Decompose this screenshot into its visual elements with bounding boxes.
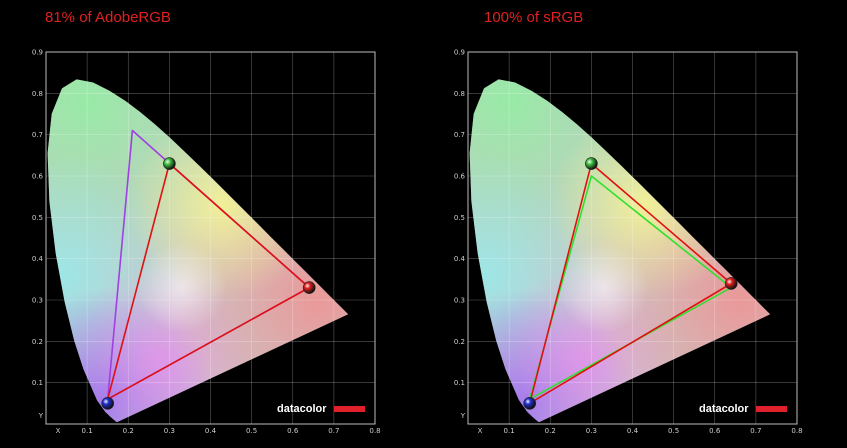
y-tick-label: 0.5 [454,214,465,222]
x-tick-label: 0.2 [123,427,134,435]
y-axis-label: Y [460,412,466,420]
y-tick-label: 0.9 [454,49,465,57]
x-tick-label: 0.1 [504,427,515,435]
y-tick-label: 0.1 [454,379,465,387]
y-tick-label: 0.5 [32,214,43,222]
x-tick-label: 0.7 [750,427,761,435]
y-tick-label: 0.9 [32,49,43,57]
x-tick-label: 0.7 [328,427,339,435]
x-tick-label: 0.2 [545,427,556,435]
primary-marker [101,397,114,410]
x-tick-label: 0.4 [205,427,217,435]
plot-frame [45,51,376,425]
y-tick-label: 0.2 [454,338,465,346]
y-tick-label: 0.3 [454,297,465,305]
y-tick-label: 0.6 [32,173,44,181]
y-tick-label: 0.2 [32,338,43,346]
datacolor-logo: datacolor [699,403,749,415]
plot-frame [467,51,798,425]
x-tick-label: 0.8 [369,427,380,435]
x-tick-label: 0.5 [668,427,679,435]
x-axis-label: X [56,427,61,435]
primary-marker [585,157,598,170]
primary-marker [523,397,536,410]
datacolor-logo-bar [334,406,365,412]
x-tick-label: 0.1 [82,427,93,435]
gamut-triangle [106,162,311,401]
y-tick-label: 0.7 [454,131,465,139]
x-tick-label: 0.6 [709,427,721,435]
x-tick-label: 0.5 [246,427,257,435]
y-tick-label: 0.8 [32,90,43,98]
x-axis-label: X [478,427,483,435]
y-tick-label: 0.4 [32,255,44,263]
chart-title: 81% of AdobeRGB [45,9,171,26]
y-tick-label: 0.8 [454,90,465,98]
x-tick-label: 0.6 [287,427,299,435]
y-tick-label: 0.4 [454,255,466,263]
datacolor-logo: datacolor [277,403,327,415]
datacolor-logo-bar [756,406,787,412]
x-tick-label: 0.3 [164,427,175,435]
chart-title: 100% of sRGB [484,9,584,26]
gamut-triangle [528,162,733,405]
grid [46,52,375,424]
y-tick-label: 0.6 [454,173,466,181]
y-axis-label: Y [38,412,44,420]
y-tick-label: 0.3 [32,297,43,305]
y-tick-label: 0.1 [32,379,43,387]
primary-marker [302,281,316,294]
primary-marker [163,157,176,170]
x-tick-label: 0.4 [627,427,639,435]
y-tick-label: 0.7 [32,131,43,139]
x-tick-label: 0.3 [586,427,597,435]
primary-marker [724,277,738,290]
x-tick-label: 0.8 [791,427,802,435]
